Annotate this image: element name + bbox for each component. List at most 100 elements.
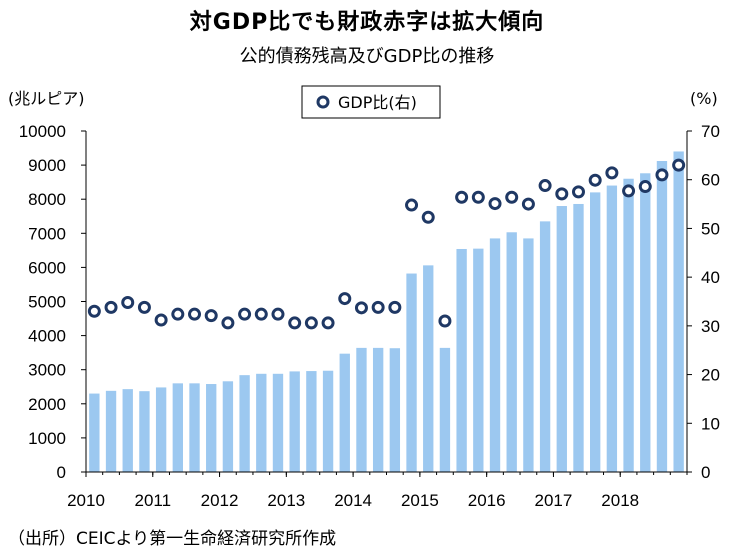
debt-bar xyxy=(272,373,284,472)
debt-bar xyxy=(389,348,401,472)
gdp-ratio-marker xyxy=(288,316,302,330)
gdp-ratio-marker xyxy=(238,307,252,321)
gdp-ratio-marker xyxy=(521,197,535,211)
x-tick-label: 2013 xyxy=(267,491,305,510)
gdp-ratio-marker xyxy=(421,210,435,224)
gdp-ratio-marker xyxy=(638,180,652,194)
debt-bar xyxy=(439,347,451,472)
gdp-ratio-marker xyxy=(505,190,519,204)
y-right-tick-label: 40 xyxy=(701,268,720,287)
debt-bar xyxy=(256,373,267,472)
gdp-ratio-marker xyxy=(171,307,185,321)
debt-bar xyxy=(372,347,384,472)
x-tick-label: 2016 xyxy=(468,491,506,510)
x-tick-label: 2015 xyxy=(401,491,439,510)
x-tick-label: 2011 xyxy=(134,491,171,510)
debt-bar xyxy=(456,248,467,472)
y-left-tick-label: 4000 xyxy=(28,327,66,346)
debt-bar xyxy=(172,383,183,472)
x-tick-label: 2017 xyxy=(535,491,573,510)
debt-bar xyxy=(640,173,651,472)
gdp-ratio-marker xyxy=(338,292,352,306)
gdp-ratio-marker xyxy=(87,304,101,318)
gdp-ratio-marker xyxy=(405,198,419,212)
debt-bar xyxy=(339,353,350,472)
gdp-ratio-marker xyxy=(121,295,135,309)
x-tick-label: 2014 xyxy=(334,491,372,510)
y-left-axis-label: (兆ルピア) xyxy=(8,89,85,108)
gdp-ratio-marker xyxy=(221,316,235,330)
debt-bar xyxy=(406,273,417,472)
debt-bar xyxy=(322,370,334,472)
x-tick-label: 2010 xyxy=(67,491,105,510)
legend-label: GDP比(右) xyxy=(338,93,417,112)
gdp-ratio-marker xyxy=(571,185,585,199)
y-left-tick-label: 0 xyxy=(57,463,66,482)
chart-title: 対GDP比でも財政赤字は拡大傾向 xyxy=(189,10,545,35)
x-tick-label: 2018 xyxy=(601,491,639,510)
gdp-ratio-marker xyxy=(104,300,118,314)
debt-bar xyxy=(523,238,534,472)
y-left-tick-label: 2000 xyxy=(28,395,66,414)
debt-bar xyxy=(189,383,200,472)
gdp-ratio-marker xyxy=(254,307,268,321)
y-left-tick-label: 10000 xyxy=(19,122,66,141)
debt-bar xyxy=(423,265,434,472)
debt-bar xyxy=(623,178,634,473)
debt-bar xyxy=(506,232,517,472)
gdp-ratio-marker xyxy=(605,166,619,180)
y-right-tick-label: 20 xyxy=(701,366,720,385)
gdp-ratio-marker xyxy=(588,173,602,187)
chart-subtitle: 公的債務残高及びGDP比の推移 xyxy=(239,46,495,67)
gdp-ratio-marker xyxy=(622,184,636,198)
debt-bar xyxy=(139,391,150,472)
debt-bar xyxy=(289,371,300,472)
y-left-tick-label: 8000 xyxy=(28,190,66,209)
x-tick-label: 2012 xyxy=(201,491,239,510)
debt-bar xyxy=(489,238,501,472)
debt-bar xyxy=(222,381,234,472)
gdp-ratio-marker xyxy=(455,190,469,204)
gdp-ratio-marker xyxy=(354,301,368,315)
gdp-ratio-marker xyxy=(555,187,569,201)
y-right-tick-label: 50 xyxy=(701,219,720,238)
gdp-ratio-marker xyxy=(188,307,202,321)
y-left-tick-label: 1000 xyxy=(28,429,66,448)
debt-bar xyxy=(473,248,484,472)
legend: GDP比(右) xyxy=(301,85,441,119)
gdp-ratio-marker xyxy=(471,190,485,204)
y-left-tick-label: 9000 xyxy=(28,156,66,175)
gdp-ratio-marker xyxy=(304,316,318,330)
y-right-tick-label: 70 xyxy=(701,122,720,141)
debt-bar xyxy=(155,387,167,472)
legend-marker-icon xyxy=(316,95,330,109)
debt-bar xyxy=(573,203,584,472)
debt-bar xyxy=(206,384,217,472)
y-left-tick-label: 6000 xyxy=(28,258,66,277)
y-left-tick-label: 7000 xyxy=(28,224,66,243)
gdp-ratio-marker xyxy=(371,300,385,314)
debt-bar xyxy=(122,389,133,472)
debt-bar xyxy=(105,390,117,472)
debt-bar xyxy=(239,375,250,472)
debt-bar xyxy=(89,393,100,472)
source-note: （出所）CEICより第一生命経済研究所作成 xyxy=(8,529,337,549)
debt-bar xyxy=(606,185,618,472)
y-right-tick-label: 60 xyxy=(701,171,720,190)
y-right-tick-label: 10 xyxy=(701,414,720,433)
gdp-ratio-marker xyxy=(438,314,452,328)
debt-bar xyxy=(356,347,367,472)
y-right-tick-label: 30 xyxy=(701,317,720,336)
gdp-ratio-marker xyxy=(137,300,151,314)
gdp-ratio-marker xyxy=(388,300,402,314)
gdp-ratio-marker xyxy=(321,316,335,330)
debt-bar xyxy=(556,206,567,472)
gdp-ratio-marker xyxy=(154,313,168,327)
debt-bar xyxy=(673,151,684,472)
gdp-ratio-marker xyxy=(488,197,502,211)
y-left-tick-label: 3000 xyxy=(28,361,66,380)
gdp-ratio-marker xyxy=(538,179,552,193)
y-left-tick-label: 5000 xyxy=(28,293,66,312)
gdp-ratio-marker xyxy=(672,158,686,172)
